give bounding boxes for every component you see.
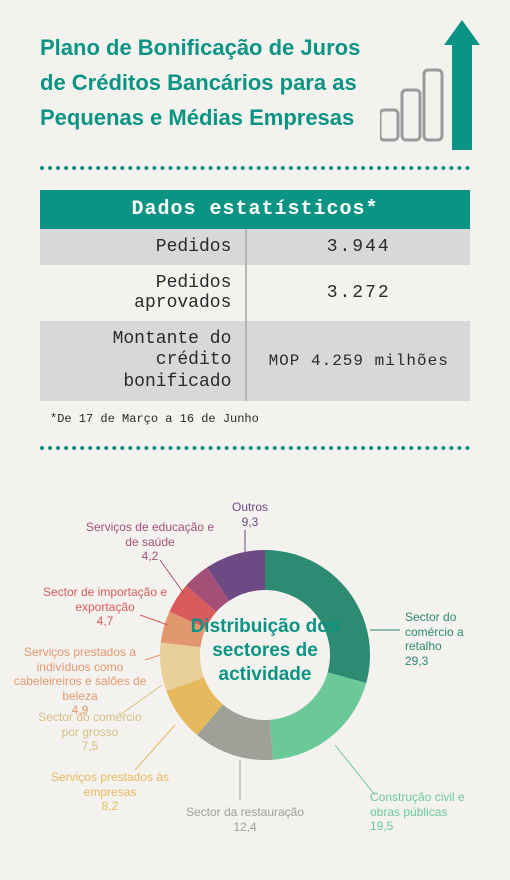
page-title: Plano de Bonificação de Juros de Crédito…: [40, 30, 380, 136]
stat-value: 3.272: [246, 265, 470, 321]
table-row: Montante docrédito bonificadoMOP 4.259 m…: [40, 321, 470, 402]
stat-label: Pedidos aprovados: [40, 265, 246, 321]
segment-label: Serviços de educação e de saúde4,2: [85, 520, 215, 563]
chart-center-title: Distribuição dos sectores de actividade: [185, 615, 345, 686]
divider-top: [40, 166, 470, 170]
table-row: Pedidos aprovados3.272: [40, 265, 470, 321]
segment-label: Sector da restauração12,4: [185, 805, 305, 834]
segment-label: Serviços prestados a indivíduos como cab…: [5, 645, 155, 717]
stats-table: Dados estatísticos* Pedidos3.944Pedidos …: [40, 190, 470, 402]
stats-header: Dados estatísticos*: [40, 190, 470, 229]
stat-value: MOP 4.259 milhões: [246, 321, 470, 402]
stat-label: Montante docrédito bonificado: [40, 321, 246, 402]
divider-bottom: [40, 446, 470, 450]
table-row: Pedidos3.944: [40, 229, 470, 265]
stats-section: Dados estatísticos* Pedidos3.944Pedidos …: [0, 180, 510, 407]
segment-label: Sector de importação e exportação4,7: [40, 585, 170, 628]
growth-arrow-icon: [380, 20, 480, 155]
stat-label: Pedidos: [40, 229, 246, 265]
header: Plano de Bonificação de Juros de Crédito…: [0, 0, 510, 156]
stats-footnote: *De 17 de Março a 16 de Junho: [0, 406, 510, 436]
sector-chart: Distribuição dos sectores de actividade …: [0, 460, 510, 880]
segment-label: Outros9,3: [215, 500, 285, 529]
segment-label: Sector do comércio a retalho29,3: [405, 610, 495, 668]
stat-value: 3.944: [246, 229, 470, 265]
segment-label: Construção civil e obras públicas19,5: [370, 790, 480, 833]
segment-label: Serviços prestados às empresas8,2: [35, 770, 185, 813]
